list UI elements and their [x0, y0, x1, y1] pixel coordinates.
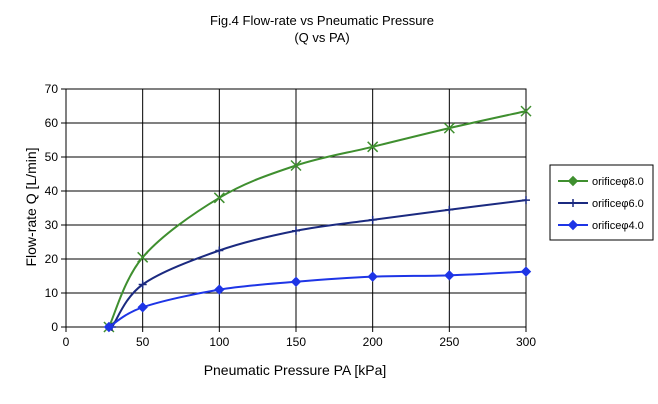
- x-tick-label: 200: [363, 335, 383, 349]
- legend-marker: [569, 199, 577, 207]
- data-point: [103, 321, 115, 333]
- x-tick-label: 100: [209, 335, 229, 349]
- data-point: [445, 205, 454, 214]
- y-tick-label: 20: [45, 252, 59, 266]
- data-point: [443, 122, 455, 134]
- y-axis-ticks: 0 10 20 30 40 50 60 70: [45, 82, 66, 334]
- legend-label: orificeφ8.0: [592, 176, 644, 188]
- series-1: [103, 105, 532, 333]
- series-line: [108, 110, 527, 328]
- data-point: [215, 246, 224, 255]
- x-axis-ticks: 0 50 100 150 200 250 300: [63, 327, 536, 349]
- legend-entry: orificeφ8.0: [558, 175, 644, 188]
- data-point: [522, 196, 530, 205]
- series-line: [108, 270, 527, 328]
- x-tick-label: 0: [63, 335, 70, 349]
- y-tick-label: 0: [51, 320, 58, 334]
- x-tick-label: 50: [136, 335, 150, 349]
- x-tick-label: 300: [516, 335, 536, 349]
- y-tick-label: 30: [45, 218, 59, 232]
- data-point: [290, 276, 302, 287]
- y-axis-label: Flow-rate Q [L/min]: [23, 147, 39, 266]
- y-tick-label: 40: [45, 184, 59, 198]
- x-axis-label: Pneumatic Pressure PA [kPa]: [204, 362, 387, 378]
- y-tick-label: 50: [45, 150, 59, 164]
- series-layer: [103, 105, 532, 333]
- series-3: [103, 266, 532, 333]
- plot-area: 0 50 100 150 200 250 300 0 10 20 30 40 50 60 70: [45, 82, 537, 349]
- data-point: [214, 284, 225, 295]
- data-point: [367, 141, 379, 153]
- series-line: [111, 199, 527, 328]
- y-tick-label: 10: [45, 286, 59, 300]
- data-point: [520, 105, 532, 117]
- data-point: [137, 302, 148, 313]
- legend-marker: [567, 175, 579, 187]
- x-tick-label: 150: [286, 335, 306, 349]
- data-point: [137, 251, 149, 263]
- legend-label: orificeφ6.0: [592, 198, 644, 210]
- y-tick-label: 70: [45, 82, 59, 96]
- data-point: [138, 280, 147, 289]
- legend-entry: orificeφ6.0: [558, 198, 644, 210]
- data-point: [367, 271, 378, 282]
- data-point: [213, 192, 225, 204]
- chart-subtitle: (Q vs PA): [294, 30, 349, 45]
- legend: orificeφ8.0 orificeφ6.0 orificeφ4.0: [549, 164, 654, 241]
- data-point: [292, 226, 300, 235]
- data-point: [290, 159, 302, 172]
- chart-title: Fig.4 Flow-rate vs Pneumatic Pressure: [210, 13, 434, 28]
- y-tick-label: 60: [45, 116, 59, 130]
- legend-marker: [567, 219, 579, 231]
- legend-entry: orificeφ4.0: [558, 219, 644, 232]
- data-point: [444, 270, 455, 281]
- legend-label: orificeφ4.0: [592, 220, 644, 232]
- data-point: [520, 266, 532, 277]
- x-tick-label: 250: [439, 335, 459, 349]
- data-point: [368, 215, 377, 224]
- series-2: [108, 196, 530, 331]
